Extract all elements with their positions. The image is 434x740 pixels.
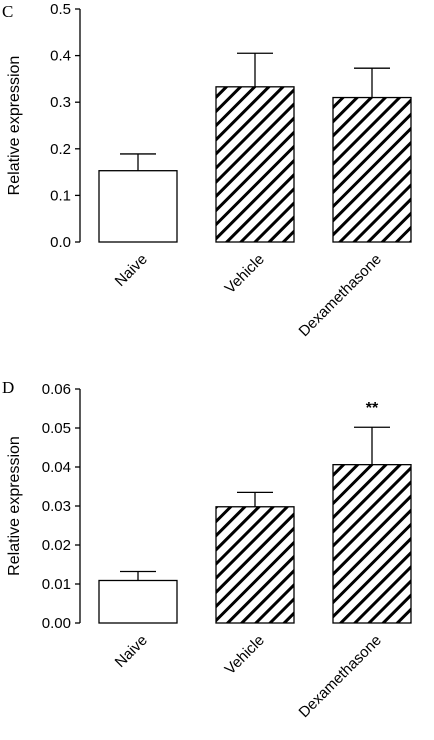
bar: [98, 579, 178, 624]
y-tick-label: 0.3: [50, 94, 71, 111]
y-tick-label: 0.4: [50, 48, 71, 65]
bar: [98, 170, 178, 243]
y-tick-label: 0.1: [50, 187, 71, 204]
x-tick-label: Vehicle: [222, 632, 268, 678]
y-tick-label: 0.00: [42, 615, 71, 632]
y-tick-label: 0.01: [42, 576, 71, 593]
y-tick-label: 0.04: [42, 459, 71, 476]
bar: [332, 464, 412, 624]
y-axis-title: Relative expression: [6, 56, 23, 196]
y-tick-label: 0.06: [42, 381, 71, 398]
panel-letter: D: [2, 378, 14, 397]
bar: [332, 96, 412, 243]
bar: [215, 86, 295, 243]
y-axis-title: Relative expression: [6, 436, 23, 576]
y-tick-label: 0.2: [50, 141, 71, 158]
significance-annotation: **: [366, 400, 379, 417]
y-tick-label: 0.02: [42, 537, 71, 554]
y-tick-label: 0.5: [50, 1, 71, 18]
panel-letter: C: [2, 2, 13, 21]
x-tick-label: Dexamethasone: [296, 251, 385, 340]
x-tick-label: Vehicle: [222, 251, 268, 297]
y-tick-label: 0.03: [42, 498, 71, 515]
x-tick-label: Naive: [112, 632, 151, 671]
bar: [215, 506, 295, 624]
y-tick-label: 0.05: [42, 420, 71, 437]
x-tick-label: Dexamethasone: [296, 632, 385, 721]
y-tick-label: 0.0: [50, 234, 71, 251]
x-tick-label: Naive: [112, 251, 151, 290]
